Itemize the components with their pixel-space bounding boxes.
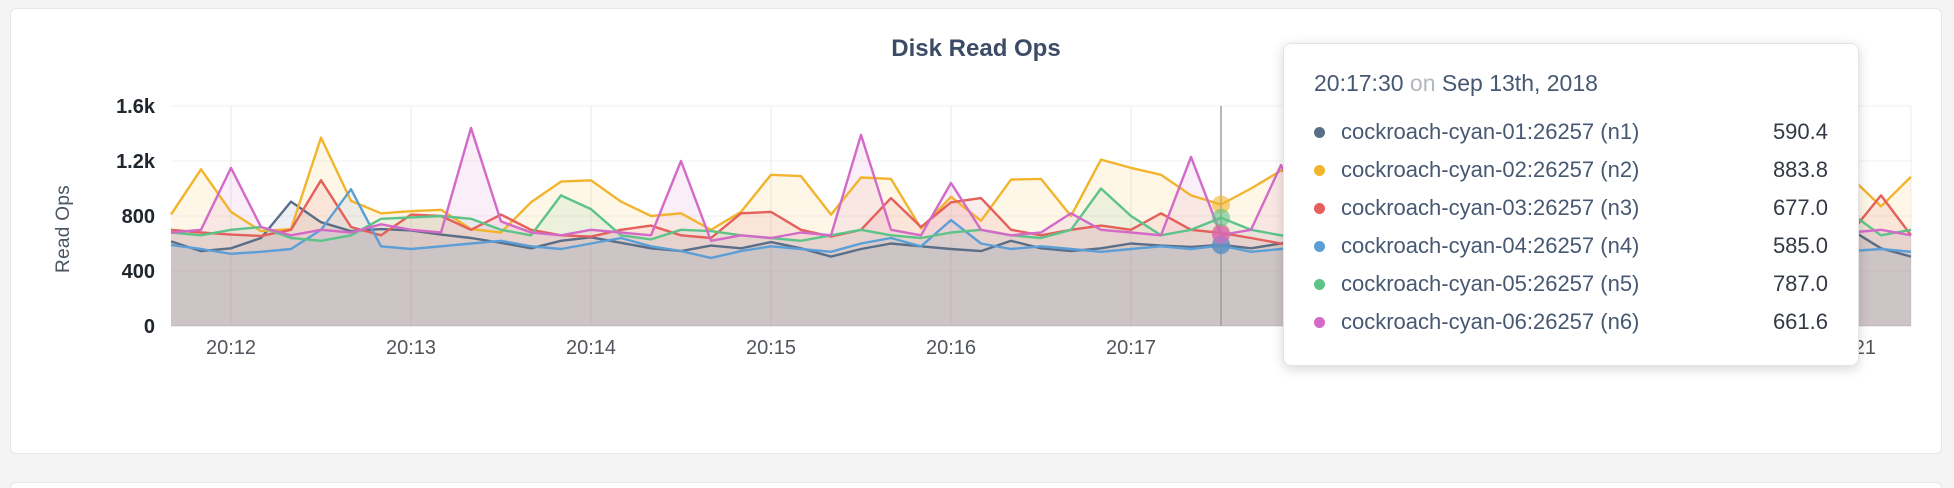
series-value: 585.0 xyxy=(1772,233,1828,258)
series-color-dot xyxy=(1314,278,1325,290)
series-value: 883.8 xyxy=(1772,157,1828,182)
series-name: cockroach-cyan-02:26257 (n2) xyxy=(1341,157,1640,182)
chart-tooltip: 20:17:30 on Sep 13th, 2018 cockroach-cya… xyxy=(1283,43,1859,366)
series-name: cockroach-cyan-01:26257 (n1) xyxy=(1341,119,1640,144)
series-color-dot xyxy=(1314,202,1325,214)
x-tick-label: 20:14 xyxy=(566,337,616,359)
y-tick-label: 800 xyxy=(122,206,155,228)
chart-title: Disk Read Ops xyxy=(891,35,1061,62)
series-value: 787.0 xyxy=(1772,271,1828,296)
x-tick-label: 20:15 xyxy=(746,337,796,359)
series-value: 661.6 xyxy=(1772,309,1828,334)
y-tick-label: 1.2k xyxy=(116,151,156,173)
tooltip-time: 20:17:30 xyxy=(1314,70,1404,96)
tooltip-rows: cockroach-cyan-01:26257 (n1) 590.4 cockroa… xyxy=(1314,113,1828,341)
x-tick-label: 20:12 xyxy=(206,337,256,359)
series-color-dot xyxy=(1314,164,1325,176)
tooltip-header: 20:17:30 on Sep 13th, 2018 xyxy=(1314,70,1828,97)
series-color-dot xyxy=(1314,126,1325,138)
crosshair-dot xyxy=(1212,195,1230,214)
series-value: 590.4 xyxy=(1772,119,1828,144)
tooltip-series-row: cockroach-cyan-06:26257 (n6) 661.6 xyxy=(1314,303,1828,341)
series-name: cockroach-cyan-04:26257 (n4) xyxy=(1341,233,1640,258)
series-name: cockroach-cyan-05:26257 (n5) xyxy=(1341,271,1640,296)
x-tick-label: 20:16 xyxy=(926,337,976,359)
x-tick-label: 20:17 xyxy=(1106,337,1156,359)
x-tick-label: 20:13 xyxy=(386,337,436,359)
next-panel-top-edge xyxy=(10,482,1942,488)
tooltip-series-row: cockroach-cyan-04:26257 (n4) 585.0 xyxy=(1314,227,1828,265)
series-color-dot xyxy=(1314,240,1325,252)
disk-read-ops-chart-card: Disk Read Ops Read Ops 0 400 800 1.2k 1.6k 20… xyxy=(10,8,1942,454)
series-color-dot xyxy=(1314,316,1325,328)
tooltip-date: Sep 13th, 2018 xyxy=(1441,70,1598,96)
series-name: cockroach-cyan-03:26257 (n3) xyxy=(1341,195,1640,220)
crosshair-dot xyxy=(1212,208,1230,227)
series-value: 677.0 xyxy=(1772,195,1828,220)
tooltip-series-row: cockroach-cyan-02:26257 (n2) 883.8 xyxy=(1314,151,1828,189)
tooltip-series-row: cockroach-cyan-03:26257 (n3) 677.0 xyxy=(1314,189,1828,227)
series-name: cockroach-cyan-06:26257 (n6) xyxy=(1341,309,1640,334)
y-tick-label: 1.6k xyxy=(116,96,156,118)
y-tick-label: 0 xyxy=(144,316,155,338)
tooltip-on-word: on xyxy=(1409,70,1436,96)
tooltip-series-row: cockroach-cyan-01:26257 (n1) 590.4 xyxy=(1314,113,1828,151)
tooltip-series-row: cockroach-cyan-05:26257 (n5) 787.0 xyxy=(1314,265,1828,303)
y-tick-label: 400 xyxy=(122,261,155,283)
crosshair-dot xyxy=(1212,226,1230,244)
